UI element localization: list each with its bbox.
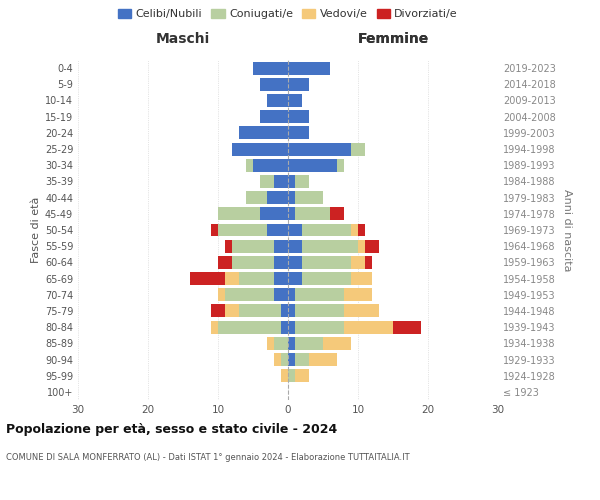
Bar	[232, 240, 274, 252]
Bar	[358, 224, 365, 236]
Bar	[288, 110, 309, 123]
Bar	[302, 256, 351, 269]
Bar	[211, 224, 218, 236]
Bar	[288, 191, 295, 204]
Bar	[365, 256, 372, 269]
Bar	[351, 224, 358, 236]
Bar	[288, 320, 295, 334]
Bar	[246, 159, 253, 172]
Bar	[288, 369, 295, 382]
Bar	[288, 94, 302, 107]
Bar	[337, 159, 344, 172]
Bar	[288, 126, 309, 140]
Bar	[267, 191, 288, 204]
Bar	[295, 320, 344, 334]
Bar	[281, 353, 288, 366]
Bar	[211, 304, 225, 318]
Bar	[218, 320, 281, 334]
Bar	[358, 240, 365, 252]
Bar	[351, 142, 365, 156]
Bar	[295, 369, 309, 382]
Text: Popolazione per età, sesso e stato civile - 2024: Popolazione per età, sesso e stato civil…	[6, 422, 337, 436]
Bar	[295, 304, 344, 318]
Bar	[239, 272, 274, 285]
Text: COMUNE DI SALA MONFERRATO (AL) - Dati ISTAT 1° gennaio 2024 - Elaborazione TUTTA: COMUNE DI SALA MONFERRATO (AL) - Dati IS…	[6, 452, 410, 462]
Text: Maschi: Maschi	[156, 32, 210, 46]
Bar	[302, 272, 351, 285]
Bar	[288, 272, 302, 285]
Bar	[232, 256, 274, 269]
Bar	[211, 320, 218, 334]
Bar	[281, 320, 288, 334]
Bar	[232, 142, 288, 156]
Bar	[302, 224, 351, 236]
Bar	[218, 208, 260, 220]
Bar	[260, 78, 288, 91]
Bar	[344, 304, 379, 318]
Bar	[288, 78, 309, 91]
Bar	[274, 288, 288, 301]
Bar	[218, 288, 225, 301]
Bar	[288, 240, 302, 252]
Bar	[281, 304, 288, 318]
Bar	[288, 159, 337, 172]
Bar	[239, 304, 281, 318]
Bar	[225, 304, 239, 318]
Bar	[190, 272, 225, 285]
Bar	[225, 240, 232, 252]
Bar	[267, 337, 274, 350]
Bar	[323, 337, 351, 350]
Bar	[295, 337, 323, 350]
Bar	[274, 272, 288, 285]
Y-axis label: Anni di nascita: Anni di nascita	[562, 188, 572, 271]
Bar	[253, 62, 288, 74]
Bar	[260, 208, 288, 220]
Bar	[288, 304, 295, 318]
Bar	[393, 320, 421, 334]
Bar	[330, 208, 344, 220]
Bar	[274, 337, 288, 350]
Bar	[344, 288, 372, 301]
Bar	[225, 272, 239, 285]
Bar	[295, 175, 309, 188]
Bar	[281, 369, 288, 382]
Bar	[274, 353, 281, 366]
Bar	[351, 272, 372, 285]
Bar	[288, 62, 330, 74]
Bar	[295, 191, 323, 204]
Bar	[274, 240, 288, 252]
Bar	[246, 191, 267, 204]
Bar	[295, 208, 330, 220]
Bar	[288, 337, 295, 350]
Bar	[288, 256, 302, 269]
Bar	[218, 256, 232, 269]
Bar	[365, 240, 379, 252]
Bar	[267, 94, 288, 107]
Bar	[260, 175, 274, 188]
Bar	[295, 288, 344, 301]
Bar	[288, 175, 295, 188]
Bar	[274, 256, 288, 269]
Bar	[267, 224, 288, 236]
Bar	[351, 256, 365, 269]
Bar	[344, 320, 393, 334]
Bar	[253, 159, 288, 172]
Y-axis label: Fasce di età: Fasce di età	[31, 197, 41, 263]
Text: Femmine: Femmine	[358, 32, 428, 46]
Bar	[274, 175, 288, 188]
Bar	[239, 126, 288, 140]
Bar	[309, 353, 337, 366]
Bar	[218, 224, 267, 236]
Bar	[288, 224, 302, 236]
Bar	[288, 208, 295, 220]
Legend: Celibi/Nubili, Coniugati/e, Vedovi/e, Divorziati/e: Celibi/Nubili, Coniugati/e, Vedovi/e, Di…	[115, 6, 461, 22]
Bar	[288, 142, 351, 156]
Bar	[302, 240, 358, 252]
Bar	[288, 353, 295, 366]
Bar	[295, 353, 309, 366]
Bar	[260, 110, 288, 123]
Bar	[225, 288, 274, 301]
Text: Femmine: Femmine	[358, 32, 428, 46]
Bar	[288, 288, 295, 301]
